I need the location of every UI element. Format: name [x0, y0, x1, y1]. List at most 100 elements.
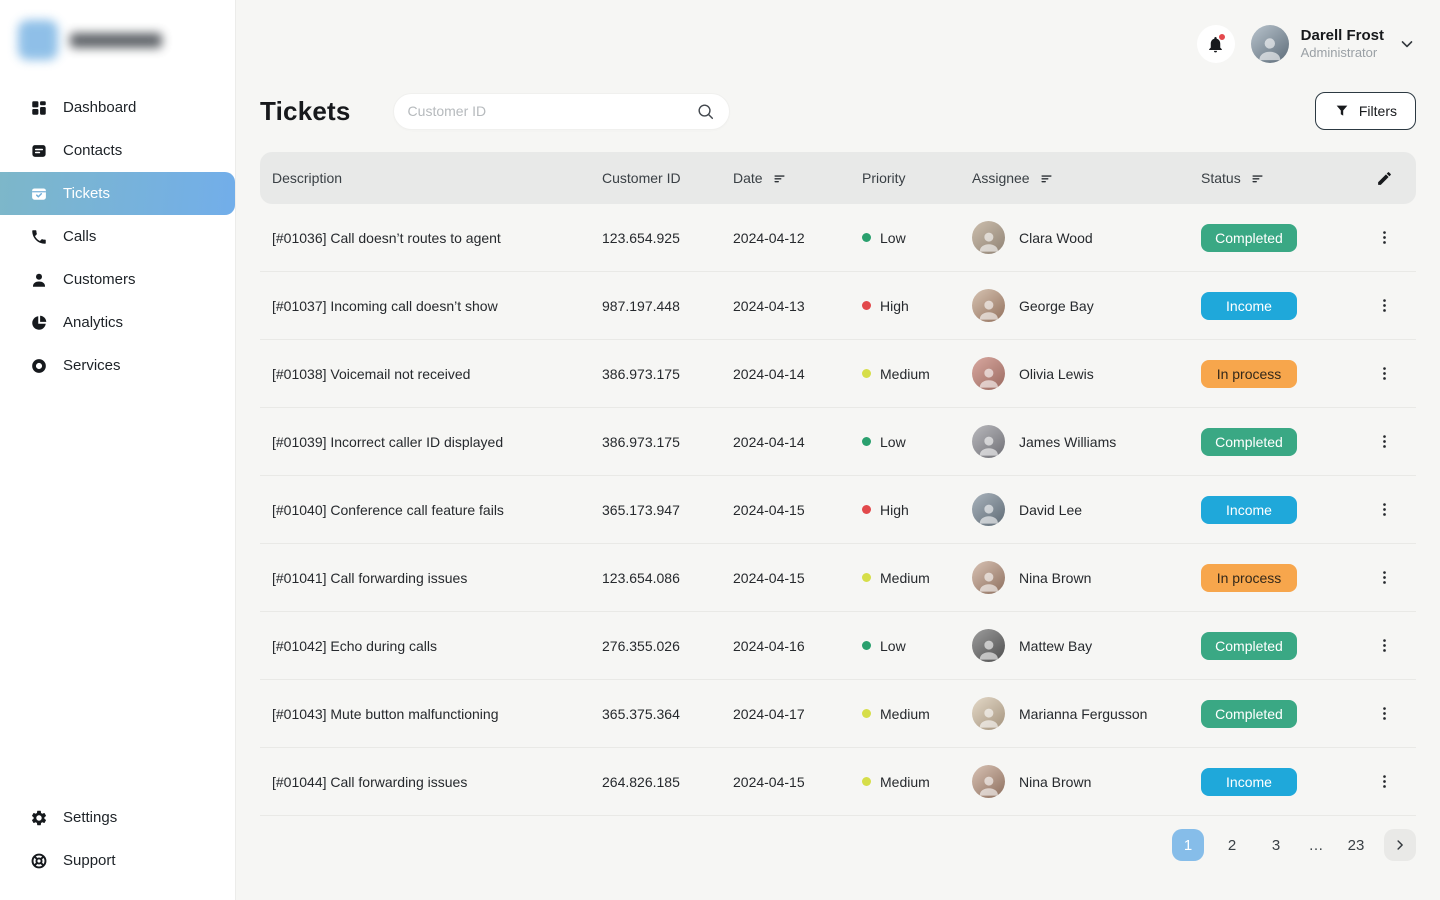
page-ellipsis: …: [1308, 836, 1324, 854]
sidebar-item-tickets[interactable]: Tickets: [0, 172, 235, 215]
sort-icon[interactable]: [1039, 171, 1054, 186]
sidebar-item-dashboard[interactable]: Dashboard: [0, 86, 235, 129]
pie-chart-icon: [30, 314, 48, 332]
column-priority: Priority: [862, 170, 906, 186]
status-badge: Income: [1201, 767, 1297, 796]
chevron-down-icon[interactable]: [1398, 35, 1416, 53]
priority-label: Medium: [880, 773, 930, 790]
priority-dot-icon: [862, 505, 871, 514]
phone-icon: [30, 228, 48, 246]
ticket-status: Completed: [1201, 427, 1365, 456]
status-badge: Completed: [1201, 223, 1297, 252]
assignee-name: Marianna Fergusson: [1019, 705, 1148, 722]
sidebar-item-services[interactable]: Services: [0, 344, 235, 387]
ticket-assignee: Mattew Bay: [972, 629, 1201, 662]
row-menu-button[interactable]: [1372, 361, 1397, 386]
sidebar-item-label: Contacts: [63, 142, 123, 159]
column-customer-id: Customer ID: [602, 170, 681, 186]
page-button-1[interactable]: 1: [1172, 829, 1204, 861]
ticket-customer-id: 386.973.175: [602, 433, 680, 450]
ticket-priority: Medium: [862, 570, 972, 586]
page-button-3[interactable]: 3: [1260, 829, 1292, 861]
ticket-priority: Low: [862, 230, 972, 246]
filters-label: Filters: [1358, 103, 1397, 119]
priority-label: Low: [880, 637, 906, 654]
user-role: Administrator: [1300, 45, 1378, 61]
ticket-priority: Low: [862, 638, 972, 654]
sidebar-item-settings[interactable]: Settings: [0, 796, 235, 839]
column-actions: [1365, 170, 1404, 187]
priority-dot-icon: [862, 369, 871, 378]
search-icon[interactable]: [696, 102, 715, 121]
assignee-name: George Bay: [1019, 297, 1094, 314]
table-row: [#01041] Call forwarding issues 123.654.…: [260, 544, 1416, 612]
ticket-assignee: Marianna Fergusson: [972, 697, 1201, 730]
ticket-priority: Medium: [862, 366, 972, 382]
chevron-right-icon: [1392, 837, 1408, 853]
ticket-assignee: George Bay: [972, 289, 1201, 322]
ticket-customer-id: 386.973.175: [602, 365, 680, 382]
row-menu-button[interactable]: [1372, 565, 1397, 590]
next-page-button[interactable]: [1384, 829, 1416, 861]
priority-label: Low: [880, 229, 906, 246]
ring-icon: [30, 357, 48, 375]
row-menu-button[interactable]: [1372, 497, 1397, 522]
assignee-name: Mattew Bay: [1019, 637, 1093, 654]
grid-icon: [30, 99, 48, 117]
sidebar-item-customers[interactable]: Customers: [0, 258, 235, 301]
ticket-date: 2024-04-15: [733, 501, 805, 518]
assignee-avatar: [972, 425, 1005, 458]
priority-dot-icon: [862, 437, 871, 446]
ticket-customer-id: 365.375.364: [602, 705, 680, 722]
table-row: [#01043] Mute button malfunctioning 365.…: [260, 680, 1416, 748]
table-row: [#01039] Incorrect caller ID displayed 3…: [260, 408, 1416, 476]
user-menu[interactable]: Darell Frost Administrator: [1250, 25, 1416, 63]
ticket-status: Income: [1201, 767, 1365, 796]
table-row: [#01037] Incoming call doesn’t show 987.…: [260, 272, 1416, 340]
sidebar-item-label: Settings: [63, 809, 118, 826]
ticket-assignee: David Lee: [972, 493, 1201, 526]
user-avatar: [1250, 25, 1289, 63]
assignee-avatar: [972, 561, 1005, 594]
sidebar-item-support[interactable]: Support: [0, 839, 235, 882]
table-row: [#01042] Echo during calls 276.355.026 2…: [260, 612, 1416, 680]
row-menu-button[interactable]: [1372, 225, 1397, 250]
priority-dot-icon: [862, 301, 871, 310]
row-menu-button[interactable]: [1372, 429, 1397, 454]
sidebar-item-calls[interactable]: Calls: [0, 215, 235, 258]
column-assignee: Assignee: [972, 170, 1201, 186]
sort-icon[interactable]: [1250, 171, 1265, 186]
brand-logo-text: [70, 32, 162, 48]
priority-label: High: [880, 297, 909, 314]
row-menu-button[interactable]: [1372, 701, 1397, 726]
search-input[interactable]: [407, 103, 688, 119]
contacts-icon: [30, 142, 48, 160]
ticket-status: Income: [1201, 291, 1365, 320]
filters-button[interactable]: Filters: [1314, 92, 1416, 130]
sidebar-item-label: Tickets: [63, 185, 110, 202]
sidebar-item-label: Services: [63, 357, 121, 374]
page-button-2[interactable]: 2: [1216, 829, 1248, 861]
row-menu-button[interactable]: [1372, 769, 1397, 794]
sidebar-item-contacts[interactable]: Contacts: [0, 129, 235, 172]
row-menu-button[interactable]: [1372, 633, 1397, 658]
ticket-date: 2024-04-15: [733, 773, 805, 790]
priority-label: Medium: [880, 365, 930, 382]
sidebar-item-label: Customers: [63, 271, 136, 288]
edit-icon[interactable]: [1376, 170, 1393, 187]
ticket-status: In process: [1201, 563, 1365, 592]
ticket-assignee: Clara Wood: [972, 221, 1201, 254]
status-badge: Completed: [1201, 427, 1297, 456]
ticket-description: [#01037] Incoming call doesn’t show: [272, 297, 498, 314]
sidebar-item-label: Calls: [63, 228, 97, 245]
row-menu-button[interactable]: [1372, 293, 1397, 318]
status-badge: Completed: [1201, 631, 1297, 660]
ticket-description: [#01036] Call doesn’t routes to agent: [272, 229, 501, 246]
sidebar-item-analytics[interactable]: Analytics: [0, 301, 235, 344]
sort-icon[interactable]: [772, 171, 787, 186]
table-row: [#01040] Conference call feature fails 3…: [260, 476, 1416, 544]
ticket-description: [#01039] Incorrect caller ID displayed: [272, 433, 504, 450]
page-button-23[interactable]: 23: [1340, 829, 1372, 861]
notifications-button[interactable]: [1196, 25, 1235, 63]
brand-logo-icon: [18, 20, 58, 60]
